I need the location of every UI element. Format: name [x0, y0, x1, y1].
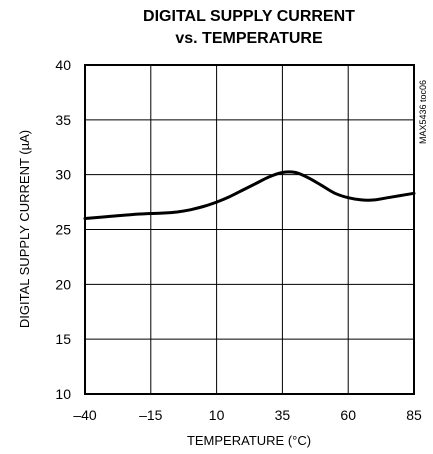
- figure-tag: MAX5436 toc06: [418, 80, 428, 144]
- x-tick-labels: –40 –15 10 35 60 85: [73, 407, 422, 423]
- y-tick-label: 10: [55, 386, 71, 402]
- y-tick-label: 25: [55, 222, 71, 238]
- y-axis-label: DIGITAL SUPPLY CURRENT (µA): [17, 130, 32, 328]
- series-line: [83, 170, 416, 220]
- series-group: [83, 170, 416, 220]
- y-tick-label: 15: [55, 331, 71, 347]
- x-tick-label: 35: [275, 407, 291, 423]
- x-tick-label: –40: [73, 407, 97, 423]
- chart-title-line-1: DIGITAL SUPPLY CURRENT: [143, 8, 355, 25]
- y-tick-label: 40: [55, 57, 71, 73]
- y-tick-label: 30: [55, 167, 71, 183]
- x-tick-label: –15: [139, 407, 163, 423]
- chart-title-line-2: vs. TEMPERATURE: [175, 30, 323, 47]
- x-tick-label: 85: [406, 407, 422, 423]
- plot-frame: [84, 64, 415, 395]
- x-axis-label: TEMPERATURE (°C): [187, 433, 311, 448]
- y-tick-labels: 10 15 20 25 30 35 40: [55, 57, 71, 402]
- y-tick-label: 20: [55, 276, 71, 292]
- x-tick-label: 10: [209, 407, 225, 423]
- y-tick-label: 35: [55, 112, 71, 128]
- x-tick-label: 60: [340, 407, 356, 423]
- grid-lines: [84, 64, 415, 395]
